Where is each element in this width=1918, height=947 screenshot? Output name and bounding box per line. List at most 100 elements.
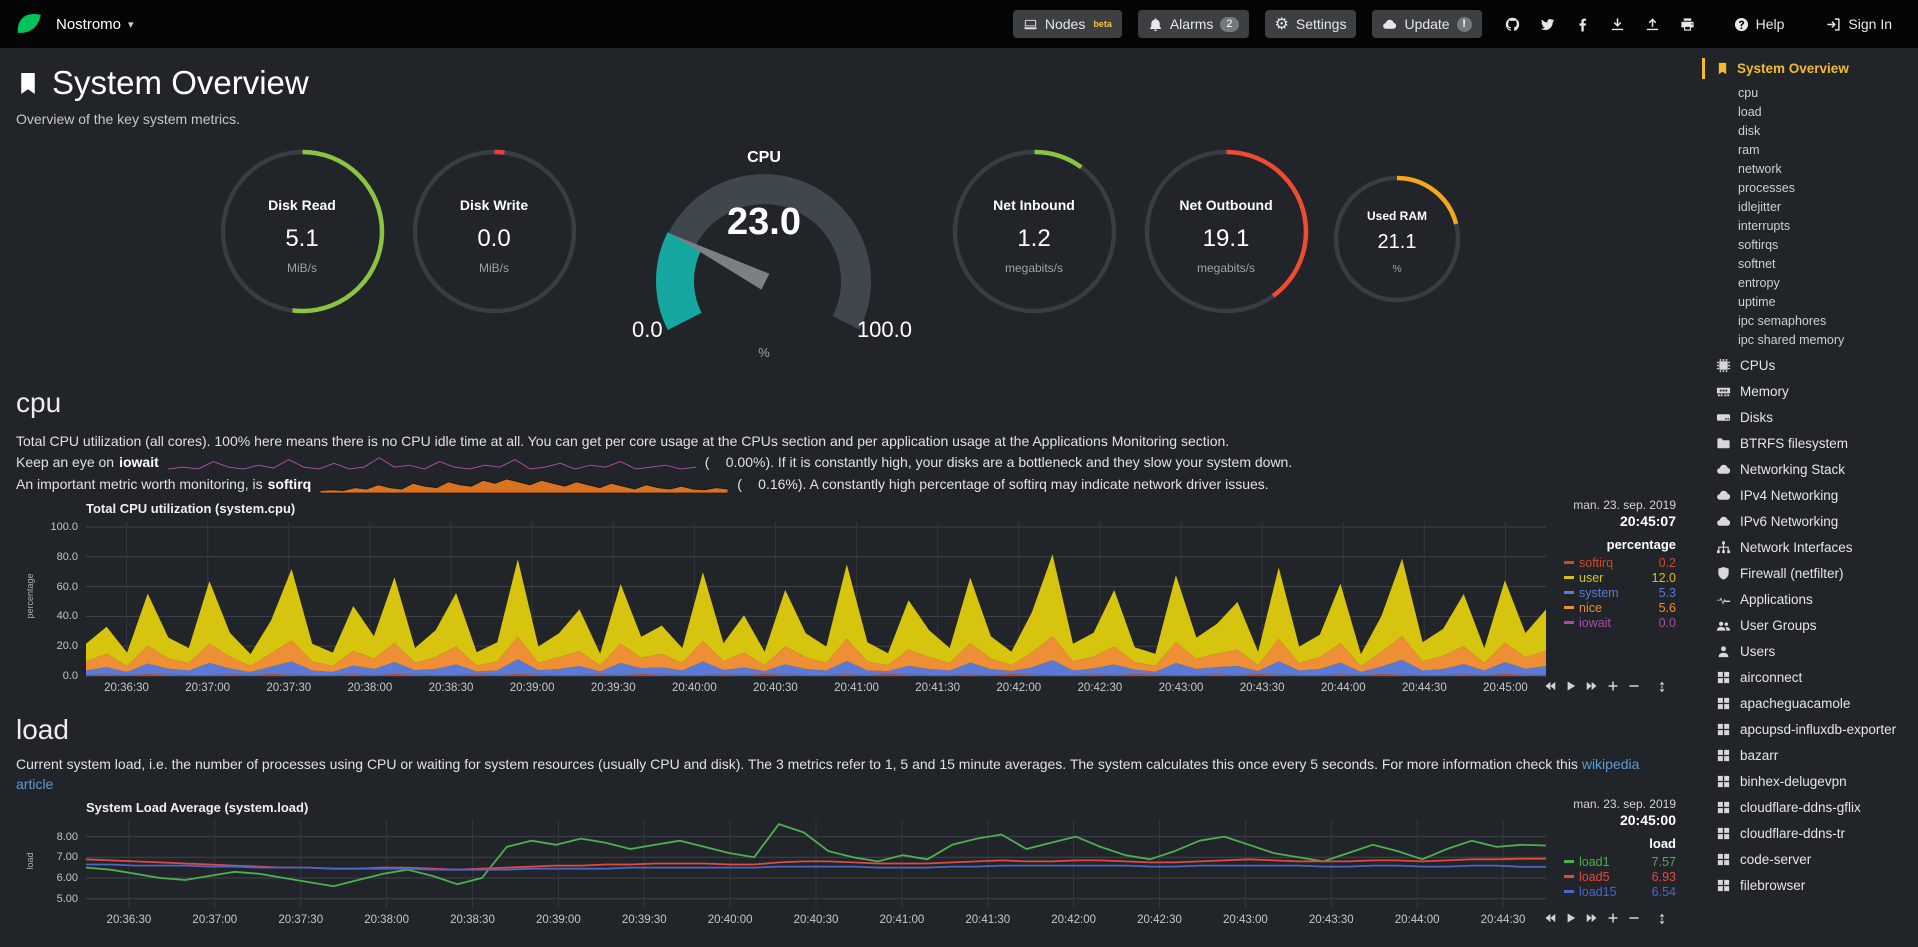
topbar-item-update[interactable]: Update! [1372,10,1482,38]
sidebar-item-firewall-netfilter[interactable]: Firewall (netfilter) [1700,561,1918,587]
gauge-canvas[interactable] [412,149,577,314]
sidebar-item-applications[interactable]: Applications [1700,587,1918,613]
sidebar-subitem-ipc-semaphores[interactable]: ipc semaphores [1738,314,1827,328]
system-cpu-chart-canvas[interactable] [86,521,1546,677]
topbar-item-upload[interactable] [1638,11,1667,38]
hostname-dropdown[interactable]: Nostromo ▾ [56,16,134,33]
sidebar-item-binhex-delugevpn[interactable]: binhex-delugevpn [1700,769,1918,795]
cpu-gauge[interactable]: CPU 23.0 0.0 100.0% [614,149,914,371]
topbar-item-sign-in[interactable]: Sign In [1816,10,1902,38]
sidebar-subitem-ram[interactable]: ram [1738,143,1760,157]
sidebar-subitem-disk[interactable]: disk [1738,124,1761,138]
zoom-out-button[interactable] [1628,680,1640,692]
sidebar-item-bazarr[interactable]: bazarr [1700,743,1918,769]
pan-backward-button[interactable] [1544,912,1556,924]
legend-item-nice[interactable]: nice 5.6 [1564,600,1676,615]
disk-write-gauge[interactable]: Disk Write 0.0 MiB/s [398,149,590,344]
topbar-item-help[interactable]: Help [1724,10,1795,38]
x-tick-label: 20:39:00 [509,682,555,694]
download-icon [1610,17,1625,32]
sidebar-subitem-idlejitter[interactable]: idlejitter [1738,200,1782,214]
gauge-canvas[interactable] [1144,149,1309,314]
legend-item-iowait[interactable]: iowait 0.0 [1564,615,1676,630]
used-ram-gauge[interactable]: Used RAM 21.1% [1322,175,1472,370]
sidebar-subitem-uptime[interactable]: uptime [1738,295,1776,309]
topbar-item-twitter[interactable] [1533,11,1562,38]
legend-item-load5[interactable]: load5 6.93 [1564,869,1676,884]
legend-item-user[interactable]: user 12.0 [1564,570,1676,585]
sidebar-item-networking-stack[interactable]: Networking Stack [1700,457,1918,483]
sidebar-subitem-load[interactable]: load [1738,105,1762,119]
grid-icon [1716,670,1731,685]
gauge-canvas[interactable] [952,149,1117,314]
sidebar-subitem-cpu[interactable]: cpu [1738,86,1759,100]
zoom-in-button[interactable] [1607,680,1619,692]
pan-forward-button[interactable] [1586,680,1598,692]
sidebar-subitem-processes[interactable]: processes [1738,181,1795,195]
cloud-icon [1716,488,1731,503]
sidebar-item-cloudflare-ddns-tr[interactable]: cloudflare-ddns-tr [1700,821,1918,847]
gauge-value: 1.2 [1017,225,1051,252]
gauges-row: Disk Read 5.1 MiB/s Disk Write 0.0 MiB/s CPU 23… [16,149,1700,371]
y-tick-label: 5.00 [56,892,78,905]
sidebar-item-network-interfaces[interactable]: Network Interfaces [1700,535,1918,561]
print-icon [1680,17,1695,32]
wikipedia-link[interactable]: wikipedia article [16,756,1640,792]
gauge-canvas[interactable] [1333,175,1461,303]
zoom-in-button[interactable] [1607,912,1619,924]
sidebar-subitem-interrupts[interactable]: interrupts [1738,219,1791,233]
pan-forward-button[interactable] [1586,912,1598,924]
zoom-out-button[interactable] [1628,912,1640,924]
sidebar-item-disks[interactable]: Disks [1700,405,1918,431]
x-tick-label: 20:38:00 [347,682,393,694]
sidebar-subitem-softnet[interactable]: softnet [1738,257,1776,271]
netdata-logo-icon[interactable] [14,9,44,39]
gauge-canvas[interactable] [614,169,914,344]
sidebar-item-apacheguacamole[interactable]: apacheguacamole [1700,691,1918,717]
play-button[interactable] [1565,912,1577,924]
gauge-value: 5.1 [285,225,319,252]
net-outbound-gauge[interactable]: Net Outbound 19.1 megabits/s [1130,149,1322,344]
topbar-item-nodes[interactable]: Nodes beta [1012,10,1122,38]
sidebar-item-code-server[interactable]: code-server [1700,847,1918,873]
sidebar-subitem-ipc-shared-memory[interactable]: ipc shared memory [1738,333,1845,347]
legend-item-load1[interactable]: load1 7.57 [1564,854,1676,869]
topbar-item-settings[interactable]: ⚙ Settings [1264,10,1357,38]
sidebar-item-apcupsd-influxdb-exporter[interactable]: apcupsd-influxdb-exporter [1700,717,1918,743]
topbar-item-github[interactable] [1498,11,1527,38]
sidebar-subitem-softirqs[interactable]: softirqs [1738,238,1779,252]
sidebar-item-ipv4-networking[interactable]: IPv4 Networking [1700,483,1918,509]
gauge-max: 100.0 [856,317,912,342]
play-button[interactable] [1565,680,1577,692]
iowait-sparkline [167,457,696,470]
sidebar-subitem-entropy[interactable]: entropy [1738,276,1780,290]
sidebar-item-system-overview[interactable]: System Overview [1700,58,1918,79]
gauge-canvas[interactable] [220,149,385,314]
topbar-item-facebook[interactable] [1568,11,1597,38]
chart-resize-handle[interactable] [1656,680,1668,698]
topbar-item-alarms[interactable]: Alarms 2 [1137,10,1249,38]
sidebar-item-cpus[interactable]: CPUs [1700,353,1918,379]
sidebar-item-cloudflare-ddns-gflix[interactable]: cloudflare-ddns-gflix [1700,795,1918,821]
plus-icon [1607,680,1619,692]
sidebar-item-filebrowser[interactable]: filebrowser [1700,873,1918,899]
sidebar-item-airconnect[interactable]: airconnect [1700,665,1918,691]
legend-item-load15[interactable]: load15 6.54 [1564,884,1676,899]
pan-backward-button[interactable] [1544,680,1556,692]
sidebar-item-memory[interactable]: Memory [1700,379,1918,405]
sidebar-item-ipv6-networking[interactable]: IPv6 Networking [1700,509,1918,535]
sidebar-item-user-groups[interactable]: User Groups [1700,613,1918,639]
x-tick-label: 20:44:30 [1480,914,1526,926]
legend-item-softirq[interactable]: softirq 0.2 [1564,555,1676,570]
legend-item-system[interactable]: system 5.3 [1564,585,1676,600]
disk-read-gauge[interactable]: Disk Read 5.1 MiB/s [206,149,398,344]
system-load-chart-canvas[interactable] [85,820,1547,908]
net-inbound-gauge[interactable]: Net Inbound 1.2 megabits/s [938,149,1130,344]
sidebar-subitem-network[interactable]: network [1738,162,1782,176]
sidebar-item-btrfs-filesystem[interactable]: BTRFS filesystem [1700,431,1918,457]
iowait-note-pre: Keep an eye on [16,454,115,470]
topbar-item-download[interactable] [1603,11,1632,38]
sidebar-item-users[interactable]: Users [1700,639,1918,665]
topbar-item-print[interactable] [1673,11,1702,38]
chart-resize-handle[interactable] [1656,912,1668,930]
